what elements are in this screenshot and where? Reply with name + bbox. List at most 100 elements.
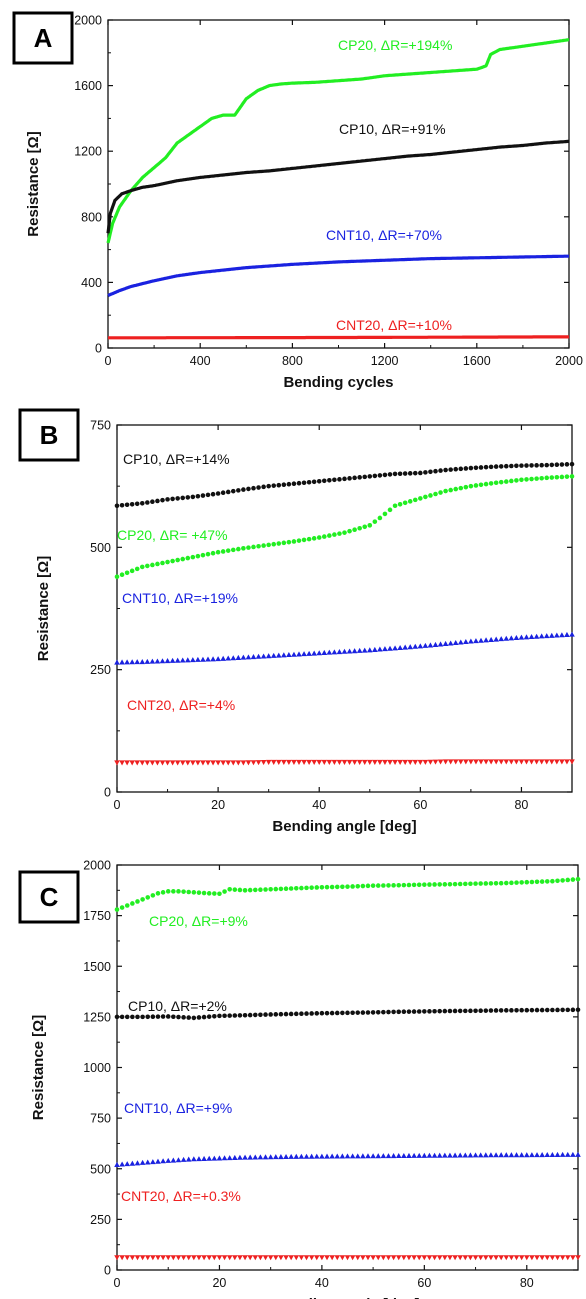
data-point <box>402 500 408 506</box>
data-point <box>350 884 355 889</box>
y-tick-label: 1750 <box>83 909 111 923</box>
data-point <box>538 759 545 765</box>
data-point <box>442 882 448 887</box>
data-point <box>443 467 448 473</box>
data-point <box>422 759 429 765</box>
data-point <box>299 1011 304 1017</box>
data-point <box>210 491 216 497</box>
data-point <box>215 760 221 766</box>
data-point <box>227 1013 232 1018</box>
x-tick-label: 0 <box>114 798 121 812</box>
data-point <box>421 1152 428 1158</box>
data-point <box>447 1255 453 1261</box>
data-point <box>457 759 464 765</box>
data-point <box>427 1009 432 1014</box>
data-point <box>119 1255 125 1261</box>
data-point <box>119 659 125 665</box>
data-point <box>452 1152 458 1158</box>
data-point <box>406 1152 412 1158</box>
data-point <box>431 1152 438 1158</box>
data-point <box>130 1014 135 1020</box>
data-point <box>139 1159 146 1165</box>
data-point <box>407 759 414 765</box>
data-point <box>432 641 439 647</box>
data-point <box>246 545 251 550</box>
data-point <box>114 760 120 766</box>
x-tick-label: 60 <box>413 798 427 812</box>
data-point <box>412 470 418 476</box>
data-point <box>370 1255 376 1261</box>
data-point <box>216 1155 223 1161</box>
data-point <box>179 760 186 766</box>
series-annotation: CP20, ΔR=+9% <box>149 913 248 929</box>
data-point <box>303 1153 310 1159</box>
data-point <box>447 881 453 887</box>
data-point <box>145 1014 151 1020</box>
data-point <box>220 490 226 496</box>
data-point <box>570 1151 576 1157</box>
data-point <box>169 657 176 663</box>
x-tick-label: 20 <box>212 1276 226 1290</box>
data-point <box>387 645 393 651</box>
data-point <box>139 659 146 665</box>
data-point <box>347 528 352 534</box>
data-point <box>370 1153 376 1159</box>
data-point <box>385 1255 392 1261</box>
data-point <box>467 1255 474 1261</box>
data-point <box>549 1151 556 1158</box>
data-point <box>543 759 550 765</box>
data-point <box>222 1013 227 1019</box>
data-point <box>286 481 292 487</box>
data-point <box>543 633 550 639</box>
data-point <box>472 1152 479 1158</box>
data-point <box>296 759 302 765</box>
data-point <box>114 1014 120 1020</box>
data-point <box>150 1014 156 1020</box>
data-point <box>159 658 166 664</box>
data-point <box>346 648 353 654</box>
data-point <box>442 759 449 765</box>
data-point <box>554 474 560 480</box>
series-annotation: CP20, ΔR=+194% <box>338 37 452 53</box>
data-point <box>184 657 191 663</box>
data-point <box>191 1156 197 1162</box>
data-point <box>473 483 479 488</box>
data-point <box>483 1255 489 1261</box>
data-point <box>519 880 524 885</box>
data-point <box>396 882 402 888</box>
y-tick-label: 2000 <box>83 859 111 873</box>
series-cnt20: CNT20, ΔR=+0.3% <box>114 1188 581 1261</box>
data-point <box>298 1255 305 1261</box>
data-point <box>529 879 535 885</box>
data-point <box>442 1255 448 1261</box>
data-point <box>493 464 499 469</box>
data-point <box>488 1255 494 1261</box>
data-point <box>165 497 170 502</box>
chart-panel-b: 0 20 40 60 80 0 250 500 750 Bending angle [deg] Re… <box>18 408 575 835</box>
data-point <box>544 1007 550 1013</box>
data-point <box>341 759 348 765</box>
data-point <box>457 639 464 645</box>
data-point <box>296 538 302 543</box>
data-point <box>176 1014 181 1020</box>
data-point <box>278 1154 284 1160</box>
data-point <box>523 1152 530 1158</box>
data-point <box>352 475 357 481</box>
data-point <box>206 891 212 896</box>
series-line <box>106 139 570 234</box>
data-point <box>387 759 393 765</box>
data-point <box>457 881 463 887</box>
data-point <box>119 760 125 766</box>
data-point <box>291 539 297 544</box>
data-point <box>270 759 277 765</box>
data-point <box>247 1154 253 1160</box>
data-point <box>293 1255 300 1261</box>
data-point <box>225 489 231 495</box>
data-point <box>247 1012 253 1018</box>
data-point <box>150 1159 156 1165</box>
data-point <box>386 1009 391 1015</box>
data-point <box>493 636 499 642</box>
series-line <box>106 38 570 244</box>
data-point <box>216 1255 223 1261</box>
data-point <box>195 656 201 662</box>
